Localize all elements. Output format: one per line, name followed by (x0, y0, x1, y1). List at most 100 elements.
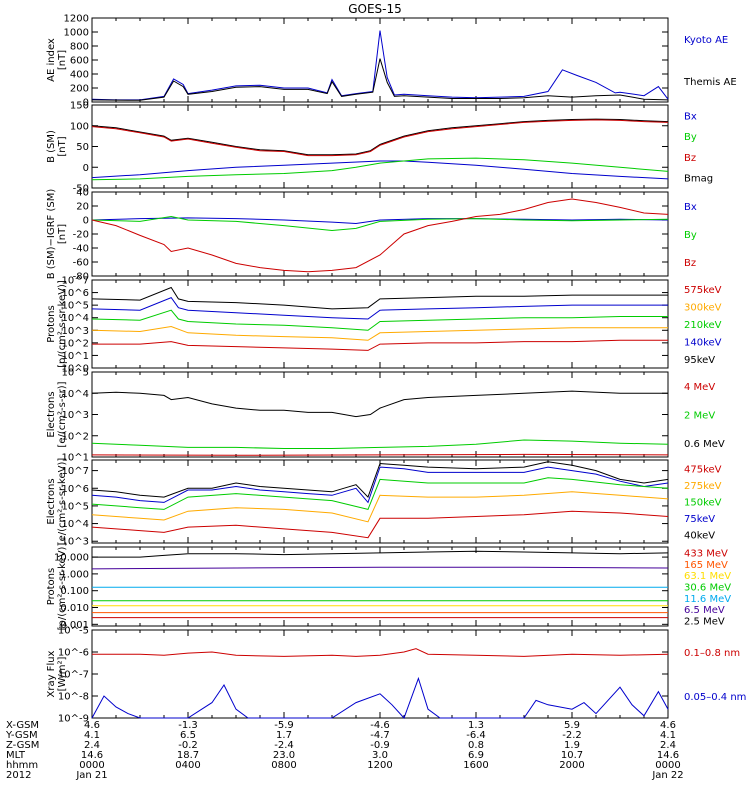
series-line (91, 286, 668, 310)
legend-entry: 0.1–0.8 nm (684, 648, 740, 659)
legend-entry: Kyoto AE (684, 35, 728, 46)
legend-entry: 6.5 MeV (684, 605, 725, 616)
x-row-value: 2.4 (84, 740, 100, 751)
x-row-value: 1.7 (276, 730, 292, 741)
x-row-value: 0000 (655, 760, 680, 771)
x-row-value: 5.9 (564, 720, 580, 731)
panel-3: 10^0 10^1 10^210^3 10^410^5 10^610^7 Protons[… (46, 276, 722, 375)
y-tick-label: 10^3 (62, 326, 89, 337)
x-row-value: 1600 (463, 760, 488, 771)
x-row-value: Jan 22 (651, 770, 683, 781)
series-line (92, 550, 669, 558)
legend-entry: 40keV (684, 531, 715, 542)
legend-entry: 575keV (684, 285, 722, 296)
y-tick-label: 10^-5 (58, 626, 89, 637)
series-line (92, 339, 668, 351)
legend-entry: 475keV (684, 464, 722, 475)
y-tick-label: 10^-6 (58, 648, 89, 659)
panel-1: -50 0 50 100 150 B (SM) [nT] Bx By Bz Bmag (46, 101, 713, 195)
panel-5: 10^3 10^4 10^5 10^6 10^7 Electrons [e/(cm²-s-s… (46, 458, 722, 548)
y-tick-label: 10^-7 (58, 670, 89, 681)
x-row-value: -4.6 (370, 720, 390, 731)
x-row-value: -4.7 (370, 730, 390, 741)
x-row-value: 14.6 (81, 750, 103, 761)
x-row-label: X-GSM (6, 720, 39, 731)
y-axis-label: [e/(cm²-s-sr)] (57, 381, 68, 447)
x-row-value: 4.6 (660, 720, 676, 731)
y-axis-label: Electrons (46, 478, 57, 524)
panel-frame (91, 371, 669, 458)
x-row-value: -0.2 (178, 740, 198, 751)
y-axis-label: [W/m²] (57, 656, 68, 691)
y-axis-label: [nT] (57, 136, 68, 156)
x-row-label: MLT (6, 750, 26, 761)
series-line (91, 157, 669, 181)
y-tick-label: -20 (73, 230, 89, 241)
y-tick-label: 10^1 (62, 351, 89, 362)
y-tick-label: 1000 (64, 28, 89, 39)
y-tick-label: 400 (70, 70, 89, 81)
y-tick-label: 1.000 (60, 569, 89, 580)
series-line (91, 198, 669, 273)
x-row-value: -1.3 (178, 720, 198, 731)
y-tick-label: 10^7 (62, 276, 89, 287)
y-axis-label: [nT] (57, 50, 68, 70)
panel-frame (91, 279, 669, 369)
panel-frame (91, 629, 669, 719)
x-row-label: Z-GSM (6, 740, 39, 751)
y-tick-label: 0.001 (60, 620, 89, 631)
y-tick-label: 800 (70, 42, 89, 53)
series-line (91, 491, 669, 523)
y-tick-label: 10^3 (62, 537, 89, 548)
y-axis-label: [p/(cm²-s-sr-keV)] (57, 543, 68, 631)
y-tick-label: 0 (83, 216, 89, 227)
y-tick-label: 150 (70, 101, 89, 112)
panel-frame (91, 191, 669, 277)
series-line (91, 325, 668, 341)
x-row-value: 4.1 (84, 730, 100, 741)
y-axis-label: Protons (46, 305, 57, 342)
series-line (91, 30, 669, 101)
y-tick-label: 10^5 (62, 301, 89, 312)
y-axis-label: B (SM)−IGRF (SM) (46, 189, 57, 280)
x-row-value: 18.7 (177, 750, 199, 761)
panel-0: 0 200 400 600 800 1000 1200 AE index [nT] Kyoto A… (46, 14, 737, 109)
y-tick-label: 10^5 (62, 368, 89, 379)
y-axis-label: AE index (46, 38, 57, 82)
legend-entry: Bx (684, 111, 697, 122)
y-tick-label: 10^-8 (58, 692, 89, 703)
y-tick-label: 10^2 (62, 431, 89, 442)
series-line (91, 453, 669, 456)
x-row-value: -2.2 (562, 730, 582, 741)
y-tick-label: 10^1 (62, 453, 89, 464)
y-tick-label: -50 (73, 184, 89, 195)
x-row-value: -2.4 (274, 740, 294, 751)
x-row-value: -0.9 (370, 740, 390, 751)
x-row-value: 0800 (271, 760, 296, 771)
y-tick-label: 0.010 (60, 603, 89, 614)
x-row-value: -6.4 (466, 730, 486, 741)
legend-entry: 2.5 MeV (684, 616, 725, 627)
y-tick-label: 10^7 (62, 466, 89, 477)
x-row-value: 1.9 (564, 740, 580, 751)
legend-entry: 4 MeV (684, 382, 715, 393)
series-line (91, 215, 669, 232)
legend-entry: 0.05–0.4 nm (684, 692, 746, 703)
legend-entry: 63.1 MeV (684, 571, 731, 582)
x-row-value: 23.0 (273, 750, 295, 761)
legend-entry: 0.6 MeV (684, 439, 725, 450)
y-tick-label: 10^5 (62, 501, 89, 512)
series-line (91, 217, 669, 225)
y-tick-label: 10^6 (62, 484, 89, 495)
y-tick-label: 600 (70, 56, 89, 67)
y-axis-label: B (SM) (46, 130, 57, 163)
legend-entry: 140keV (684, 338, 722, 349)
panel-7: 10^-9 10^-8 10^-7 10^-6 10^-5 Xray Flux [W/m²]… (46, 626, 746, 725)
series-line (91, 676, 669, 719)
legend-entry: 275keV (684, 481, 722, 492)
panel-4: 10^1 10^2 10^3 10^4 10^5 Electrons [e/(cm²-s-s… (46, 368, 725, 464)
y-tick-label: 10^4 (62, 519, 89, 530)
legend-entry: 75keV (684, 514, 715, 525)
x-row-value: 4.1 (660, 730, 676, 741)
x-row-value: 1200 (367, 760, 392, 771)
